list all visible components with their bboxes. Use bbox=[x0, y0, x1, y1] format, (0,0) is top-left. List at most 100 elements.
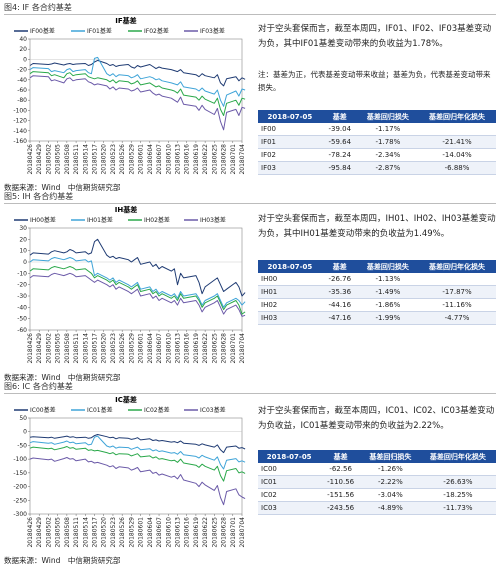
x-tick-label: 20180613 bbox=[174, 144, 181, 175]
x-tick-label: 20180526 bbox=[119, 144, 126, 175]
table-row: IF01 -59.64 -1.78% -21.41% bbox=[258, 135, 496, 149]
chart-title: IF基差 bbox=[115, 16, 136, 25]
legend-item: IC01基差 bbox=[71, 406, 113, 414]
x-tick-label: 20180701 bbox=[230, 517, 237, 548]
summary-note: 对于空头套保而言，截至本周四，IC01、IC02、IC03基差变动为负收益，IC… bbox=[258, 406, 495, 431]
table-cell: -11.16% bbox=[418, 298, 496, 312]
table-row: IH00 -26.76 -1.13% bbox=[258, 273, 496, 286]
table-cell: -17.87% bbox=[418, 285, 496, 299]
y-tick-label: -30 bbox=[17, 293, 27, 300]
table-cell: -21.41% bbox=[418, 135, 496, 149]
y-tick-label: -250 bbox=[13, 497, 27, 504]
x-tick-label: 20180704 bbox=[239, 517, 246, 548]
x-tick-label: 20180622 bbox=[202, 517, 209, 548]
table-header: 基差回归损失 bbox=[357, 260, 419, 273]
y-tick-label: -20 bbox=[17, 67, 27, 74]
table-cell: -95.84 bbox=[321, 161, 358, 175]
y-tick-label: 20 bbox=[19, 236, 27, 243]
x-tick-label: 20180622 bbox=[202, 144, 209, 175]
table-cell: IC03 bbox=[258, 501, 321, 515]
table-cell bbox=[419, 463, 496, 476]
table-cell: -47.16 bbox=[321, 311, 358, 325]
y-tick-label: -300 bbox=[13, 511, 27, 518]
y-tick-label: 40 bbox=[19, 36, 27, 43]
table-row: IF00 -39.04 -1.17% bbox=[258, 123, 496, 136]
y-tick-label: -140 bbox=[13, 128, 27, 135]
legend-item: IF03基差 bbox=[184, 27, 225, 35]
table-header: 基差回归损失 bbox=[357, 110, 419, 123]
footnote: 注：基差为正，代表基差变动带来收益；基差为负，代表基差变动带来损失。 bbox=[258, 70, 491, 92]
data-source: 数据来源：Wind 中信期货研究部 bbox=[4, 556, 121, 565]
y-tick-label: -20 bbox=[17, 282, 27, 289]
ic-basis-chart: IC基差 IC00基差 IC01基差 IC02基差 IC03基差 50 0 -50 -100 -1… bbox=[4, 394, 248, 560]
x-tick-label: 20180517 bbox=[92, 333, 99, 364]
x-tick-label: 20180520 bbox=[101, 144, 108, 175]
x-tick-label: 20180704 bbox=[239, 333, 246, 364]
table-cell: IC00 bbox=[258, 463, 321, 476]
series-line bbox=[29, 435, 246, 470]
x-tick-label: 20180628 bbox=[221, 144, 228, 175]
table-cell: -3.04% bbox=[360, 488, 420, 502]
y-tick-label: -60 bbox=[17, 327, 27, 334]
table-cell: -4.77% bbox=[418, 311, 496, 325]
y-tick-label: -60 bbox=[17, 87, 27, 94]
if-basis-table: 2018-07-05 基差 基差回归损失 基差回归年化损失 IF00 -39.04 -1.1… bbox=[258, 110, 496, 175]
table-cell: IC02 bbox=[258, 488, 321, 502]
table-cell: -2.22% bbox=[360, 475, 420, 489]
x-tick-label: 20180625 bbox=[211, 333, 218, 364]
legend-label: IC01基差 bbox=[87, 406, 113, 414]
table-header: 2018-07-05 bbox=[258, 110, 322, 123]
table-cell: -44.16 bbox=[321, 298, 358, 312]
x-tick-label: 20180508 bbox=[64, 144, 71, 175]
table-row: IH01 -35.36 -1.49% -17.87% bbox=[258, 285, 496, 299]
table-cell bbox=[418, 273, 496, 286]
legend-label: IH03基差 bbox=[200, 216, 226, 224]
x-tick-label: 20180616 bbox=[184, 144, 191, 175]
table-header: 基差 bbox=[320, 450, 361, 463]
table-header: 基差 bbox=[321, 260, 358, 273]
x-tick-label: 20180616 bbox=[184, 517, 191, 548]
legend-item: IC03基差 bbox=[184, 406, 226, 414]
y-tick-label: -10 bbox=[17, 270, 27, 277]
y-tick-label: 0 bbox=[23, 56, 27, 63]
series-line bbox=[29, 59, 246, 87]
x-tick-label: 20180628 bbox=[221, 517, 228, 548]
table-cell: -26.63% bbox=[419, 475, 496, 489]
x-tick-label: 20180517 bbox=[92, 144, 99, 175]
x-tick-label: 20180502 bbox=[45, 144, 52, 175]
table-header: 2018-07-05 bbox=[258, 450, 321, 463]
x-tick-label: 20180529 bbox=[128, 144, 135, 175]
table-cell: -11.73% bbox=[419, 501, 496, 515]
x-tick-label: 20180523 bbox=[110, 333, 117, 364]
x-tick-label: 20180429 bbox=[36, 333, 43, 364]
x-tick-label: 20180701 bbox=[230, 144, 237, 175]
legend-item: IC00基差 bbox=[14, 406, 56, 414]
x-tick-label: 20180613 bbox=[174, 333, 181, 364]
series-line bbox=[29, 446, 246, 482]
chart-title: IC基差 bbox=[115, 395, 137, 404]
x-tick-label: 20180426 bbox=[27, 517, 34, 548]
x-tick-label: 20180619 bbox=[193, 144, 200, 175]
x-tick-label: 20180426 bbox=[27, 333, 34, 364]
x-tick-label: 20180426 bbox=[27, 144, 34, 175]
y-tick-label: 50 bbox=[19, 415, 27, 422]
legend-label: IH02基差 bbox=[144, 216, 170, 224]
table-cell: -1.17% bbox=[357, 123, 419, 136]
x-tick-label: 20180625 bbox=[211, 144, 218, 175]
chart-svg: IC基差 IC00基差 IC01基差 IC02基差 IC03基差 50 0 -50 -100 -1… bbox=[13, 395, 246, 548]
table-row: IC03 -243.56 -4.89% -11.73% bbox=[258, 501, 496, 515]
x-tick-label: 20180619 bbox=[193, 517, 200, 548]
x-tick-label: 20180511 bbox=[73, 517, 80, 548]
series-line bbox=[29, 434, 246, 454]
x-tick-label: 20180604 bbox=[147, 333, 154, 364]
x-tick-label: 20180520 bbox=[101, 333, 108, 364]
table-cell: -62.56 bbox=[320, 463, 361, 476]
legend-label: IF00基差 bbox=[30, 27, 55, 35]
summary-note: 对于空头套保而言，截至本周四，IH01、IH02、IH03基差变动为负，其中IH… bbox=[258, 214, 496, 239]
x-tick-label: 20180505 bbox=[55, 333, 62, 364]
x-tick-label: 20180619 bbox=[193, 333, 200, 364]
series-line bbox=[29, 457, 246, 506]
x-tick-label: 20180508 bbox=[64, 333, 71, 364]
legend-item: IF01基差 bbox=[71, 27, 112, 35]
x-tick-label: 20180514 bbox=[82, 144, 89, 175]
